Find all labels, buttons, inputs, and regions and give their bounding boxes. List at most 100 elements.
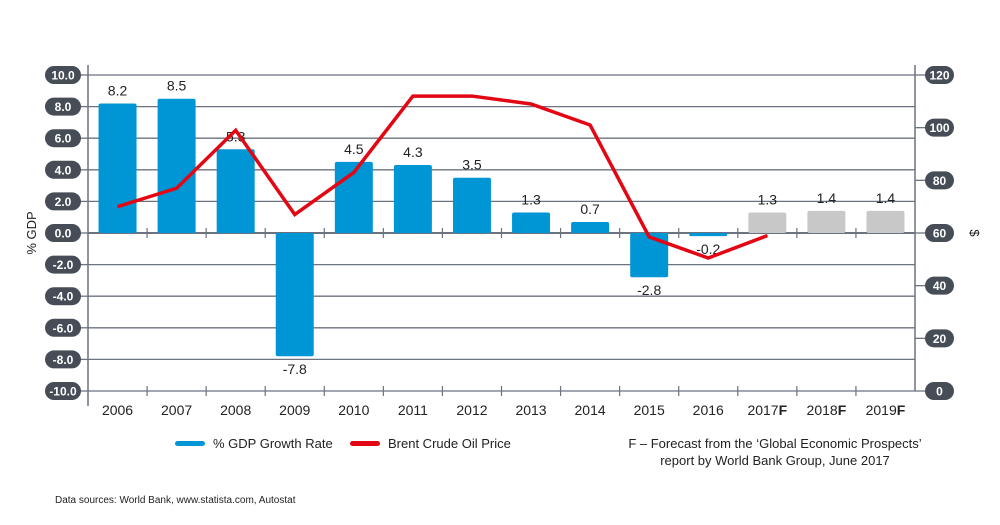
bar-label: 1.4 (817, 190, 837, 206)
bar-label: 4.3 (403, 144, 423, 160)
legend-oil: Brent Crude Oil Price (350, 436, 511, 451)
oil-price-point-2013 (530, 103, 532, 105)
y-tick-badge (45, 66, 81, 84)
x-tick-label: 2018F (807, 402, 847, 418)
bar-2012 (452, 177, 491, 233)
x-tick-label: 2008 (220, 402, 251, 418)
legend-swatch-gdp (175, 441, 205, 446)
bar-2006 (98, 103, 137, 233)
y-axis-title: % GDP (24, 211, 39, 254)
y-tick-badge (45, 160, 81, 179)
x-tick-label: 2015 (634, 402, 665, 418)
y2-tick-label: 80 (933, 174, 947, 188)
bar-label: 4.5 (344, 141, 364, 157)
bar-label: 1.4 (876, 190, 896, 206)
y-tick-badge (45, 318, 81, 337)
x-tick-label: 2007 (161, 402, 192, 418)
bar-2008 (216, 149, 255, 233)
x-tick-label: 2012 (456, 402, 487, 418)
bar-2015 (630, 233, 669, 278)
y-tick-label: -4.0 (53, 290, 74, 304)
x-tick-label: 2016 (693, 402, 724, 418)
oil-price-point-2006 (117, 206, 119, 208)
y-tick-label: 4.0 (55, 163, 72, 177)
bar-label: 1.3 (521, 191, 541, 207)
bar-label: 3.5 (462, 157, 482, 173)
y-tick-badge (45, 287, 81, 306)
bar-2011 (393, 165, 432, 233)
y2-tick-label: 0 (936, 385, 943, 399)
y-tick-label: 0.0 (55, 227, 72, 241)
oil-price-point-2012 (471, 95, 473, 97)
bar-label: -0.2 (696, 241, 720, 257)
y2-tick-badge (925, 224, 954, 242)
bar-label: 8.5 (167, 78, 187, 94)
x-tick-label: 2010 (338, 402, 369, 418)
y2-tick-badge (925, 66, 954, 84)
y-tick-label: 2.0 (55, 195, 72, 209)
bar-2019F (866, 210, 905, 233)
y-tick-label: -6.0 (53, 321, 74, 335)
oil-price-point-2008 (235, 129, 237, 131)
x-tick-label: 2017F (747, 402, 787, 418)
y2-tick-badge (925, 171, 954, 190)
bar-label: -2.8 (637, 282, 661, 298)
bar-label: 1.3 (758, 191, 778, 207)
legend-gdp: % GDP Growth Rate (175, 436, 333, 451)
y2-tick-label: 120 (929, 69, 949, 83)
y2-tick-label: 60 (933, 227, 947, 241)
legend-label-gdp: % GDP Growth Rate (213, 436, 333, 451)
y2-tick-badge (925, 118, 954, 137)
data-source: Data sources: World Bank, www.statista.c… (55, 495, 296, 506)
forecast-note: F – Forecast from the ‘Global Economic P… (610, 435, 940, 469)
note-line-2: report by World Bank Group, June 2017 (660, 453, 890, 468)
x-tick-label: 2019F (866, 402, 906, 418)
y2-tick-badge (925, 382, 954, 400)
chart-svg: 10.0 8.0 6.0 4.0 2.0 0.0 -2.0 -4.0 -6.0 -8.0 -10.0… (24, 65, 982, 418)
y-tick-badge (45, 192, 81, 211)
y-tick-label: -10.0 (49, 385, 77, 399)
y2-tick-label: 20 (933, 332, 947, 346)
oil-price-point-2017F (766, 235, 768, 237)
y-tick-badge (45, 224, 81, 242)
bar-label: -7.8 (283, 361, 307, 377)
y-tick-label: -8.0 (53, 353, 74, 367)
y-tick-label: -2.0 (53, 258, 74, 272)
bar-2018F (807, 210, 846, 233)
oil-price-point-2009 (294, 214, 296, 216)
y-tick-badge (45, 350, 81, 369)
legend-label-oil: Brent Crude Oil Price (388, 436, 511, 451)
y-tick-badge (45, 255, 81, 274)
oil-price-point-2016 (707, 257, 709, 259)
x-tick-label: 2009 (279, 402, 310, 418)
y-tick-badge (45, 382, 81, 400)
oil-price-point-2011 (412, 95, 414, 97)
oil-price-point-2010 (353, 171, 355, 173)
oil-price-point-2007 (176, 187, 178, 189)
y-tick-badge (45, 97, 81, 116)
bar-2013 (512, 212, 551, 233)
bar-2007 (157, 98, 196, 233)
bar-label: 0.7 (580, 201, 600, 217)
oil-price-point-2015 (648, 236, 650, 238)
y2-tick-label: 100 (929, 121, 949, 135)
y-tick-badge (45, 129, 81, 148)
x-tick-label: 2014 (575, 402, 606, 418)
bar-2009 (275, 233, 314, 357)
x-tick-label: 2011 (398, 402, 428, 418)
x-tick-label: 2013 (515, 402, 546, 418)
bar-label: 8.2 (108, 82, 128, 98)
note-line-1: F – Forecast from the ‘Global Economic P… (628, 436, 922, 451)
x-tick-label: 2006 (102, 402, 133, 418)
y2-tick-badge (925, 276, 954, 295)
y2-axis-title: $ (967, 229, 982, 237)
bar-2014 (571, 221, 610, 233)
y2-tick-badge (925, 329, 954, 348)
bar-2017F (748, 212, 787, 233)
y-tick-label: 10.0 (51, 69, 75, 83)
y2-tick-label: 40 (933, 279, 947, 293)
legend-swatch-oil (350, 441, 380, 446)
oil-price-point-2014 (589, 124, 591, 126)
bar-2016 (689, 233, 728, 237)
